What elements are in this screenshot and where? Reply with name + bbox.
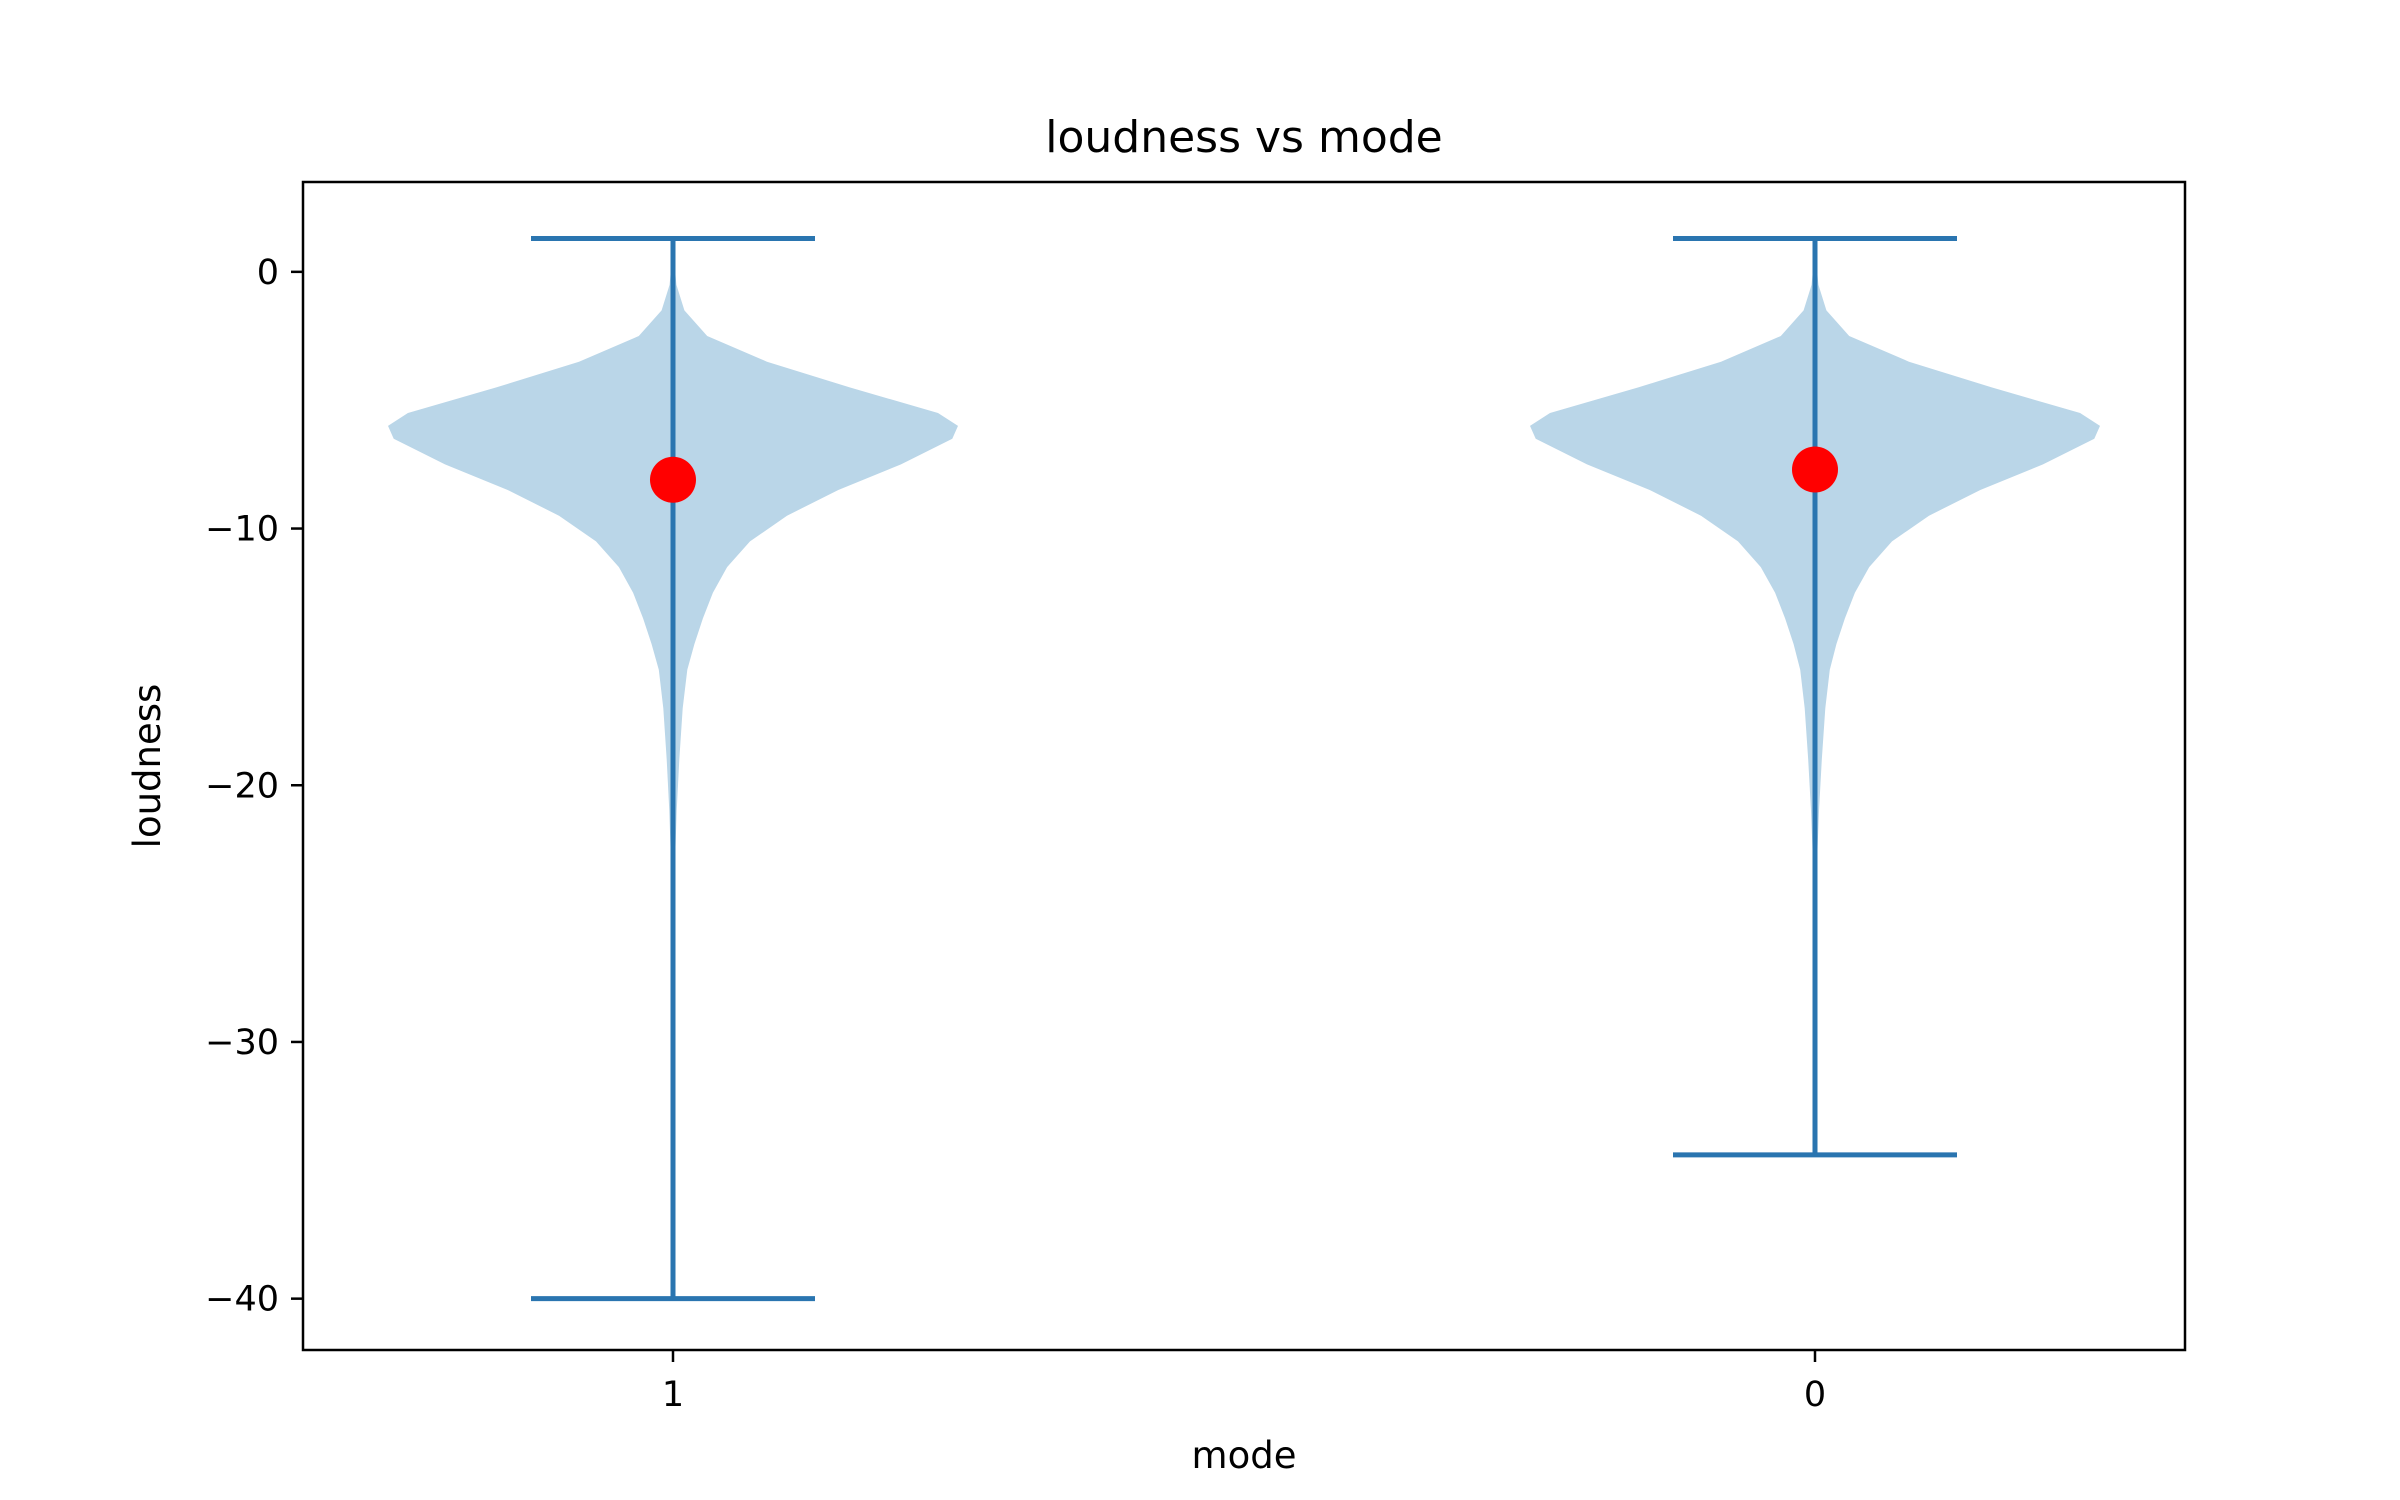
violin-group-1 [388, 235, 958, 1302]
chart-title: loudness vs mode [1045, 112, 1442, 163]
y-axis: 0 −10 −20 −30 −40 [205, 253, 303, 1320]
x-tick-label-1: 1 [662, 1375, 684, 1415]
axes-frame [301, 180, 2187, 1352]
y-tick-label: −40 [205, 1280, 279, 1320]
y-tick-label: 0 [257, 253, 279, 293]
violin-group-0 [1530, 235, 2100, 1158]
mean-marker-0 [1792, 446, 1838, 493]
x-tick-label-0: 0 [1804, 1375, 1826, 1415]
x-axis-label: mode [1192, 1434, 1297, 1477]
plot-area [388, 235, 2100, 1302]
mean-marker-1 [650, 456, 696, 503]
y-tick-label: −20 [205, 766, 279, 806]
y-tick-label: −10 [205, 510, 279, 550]
y-tick-label: −30 [205, 1023, 279, 1063]
y-axis-label: loudness [126, 684, 169, 849]
